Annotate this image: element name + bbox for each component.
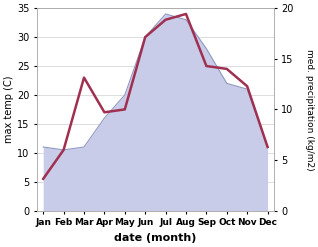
X-axis label: date (month): date (month) bbox=[114, 233, 197, 243]
Y-axis label: med. precipitation (kg/m2): med. precipitation (kg/m2) bbox=[305, 49, 314, 170]
Y-axis label: max temp (C): max temp (C) bbox=[4, 76, 14, 143]
